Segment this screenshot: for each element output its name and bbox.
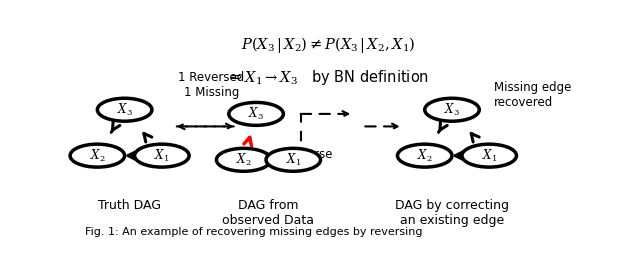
Text: Missing edge
recovered: Missing edge recovered [494,81,572,109]
Circle shape [134,144,189,167]
Text: $X_1$: $X_1$ [481,148,497,164]
Text: 1 Reversed
1 Missing: 1 Reversed 1 Missing [179,71,244,99]
Circle shape [462,144,516,167]
Text: DAG by correcting
an existing edge: DAG by correcting an existing edge [395,199,509,227]
Text: $X_2$: $X_2$ [236,152,252,168]
Circle shape [425,98,479,121]
Text: $X_3$: $X_3$ [248,106,264,122]
Text: Fig. 1: An example of recovering missing edges by reversing: Fig. 1: An example of recovering missing… [85,227,422,237]
Text: $X_3$: $X_3$ [444,102,460,118]
Circle shape [216,148,271,171]
Text: $P\left(X_3\,|\,X_2\right)\neq P\left(X_3\,|\,X_2,X_1\right)$: $P\left(X_3\,|\,X_2\right)\neq P\left(X_… [241,35,415,55]
Text: $X_1$: $X_1$ [285,152,301,168]
Text: $\Rightarrow X_1 \rightarrow X_3$   by BN definition: $\Rightarrow X_1 \rightarrow X_3$ by BN … [227,68,429,87]
Text: Reverse: Reverse [286,148,333,161]
Text: $X_3$: $X_3$ [116,102,132,118]
Text: $X_2$: $X_2$ [90,148,105,164]
Circle shape [70,144,125,167]
Circle shape [97,98,152,121]
Circle shape [266,148,321,171]
Text: DAG from
observed Data: DAG from observed Data [223,199,314,227]
Text: $X_2$: $X_2$ [417,148,433,164]
Text: $X_1$: $X_1$ [154,148,170,164]
Circle shape [397,144,452,167]
Circle shape [229,102,284,125]
Text: Truth DAG: Truth DAG [98,199,161,212]
